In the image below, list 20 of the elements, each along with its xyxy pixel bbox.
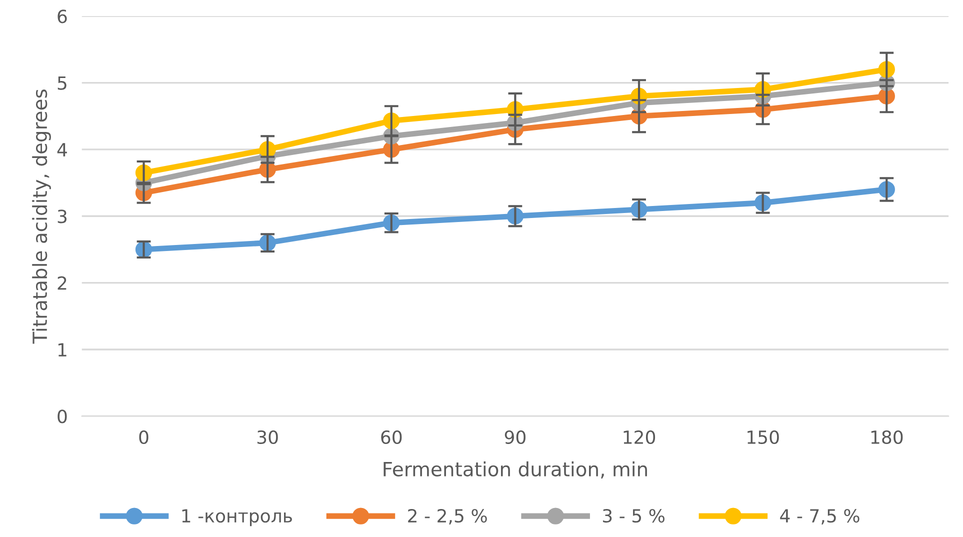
legend-label: 4 - 7,5 %: [780, 508, 860, 524]
legend-label: 1 -контроль: [182, 509, 292, 526]
y-tick-label: 6: [58, 10, 67, 24]
x-tick-label: 0: [139, 430, 148, 444]
legend-label: 3 - 5 %: [602, 508, 664, 523]
y-tick-label: 2: [58, 276, 66, 290]
y-tick-label: 4: [57, 143, 67, 156]
y-tick-label: 1: [58, 343, 66, 356]
x-axis-title: Fermentation duration, min: [384, 461, 647, 478]
y-axis-title: Titratable acidity, degrees: [32, 90, 51, 344]
y-tick-label: 0: [58, 410, 67, 424]
y-tick-label: 3: [58, 210, 67, 224]
x-tick-label: 60: [381, 430, 402, 444]
x-tick-label: 180: [871, 430, 903, 444]
x-tick-label: 90: [504, 430, 526, 444]
x-tick-label: 30: [257, 430, 278, 444]
y-tick-label: 5: [58, 76, 66, 90]
legend-label: 2 - 2,5 %: [408, 508, 487, 524]
x-tick-label: 120: [624, 430, 656, 444]
x-tick-label: 150: [748, 430, 779, 444]
